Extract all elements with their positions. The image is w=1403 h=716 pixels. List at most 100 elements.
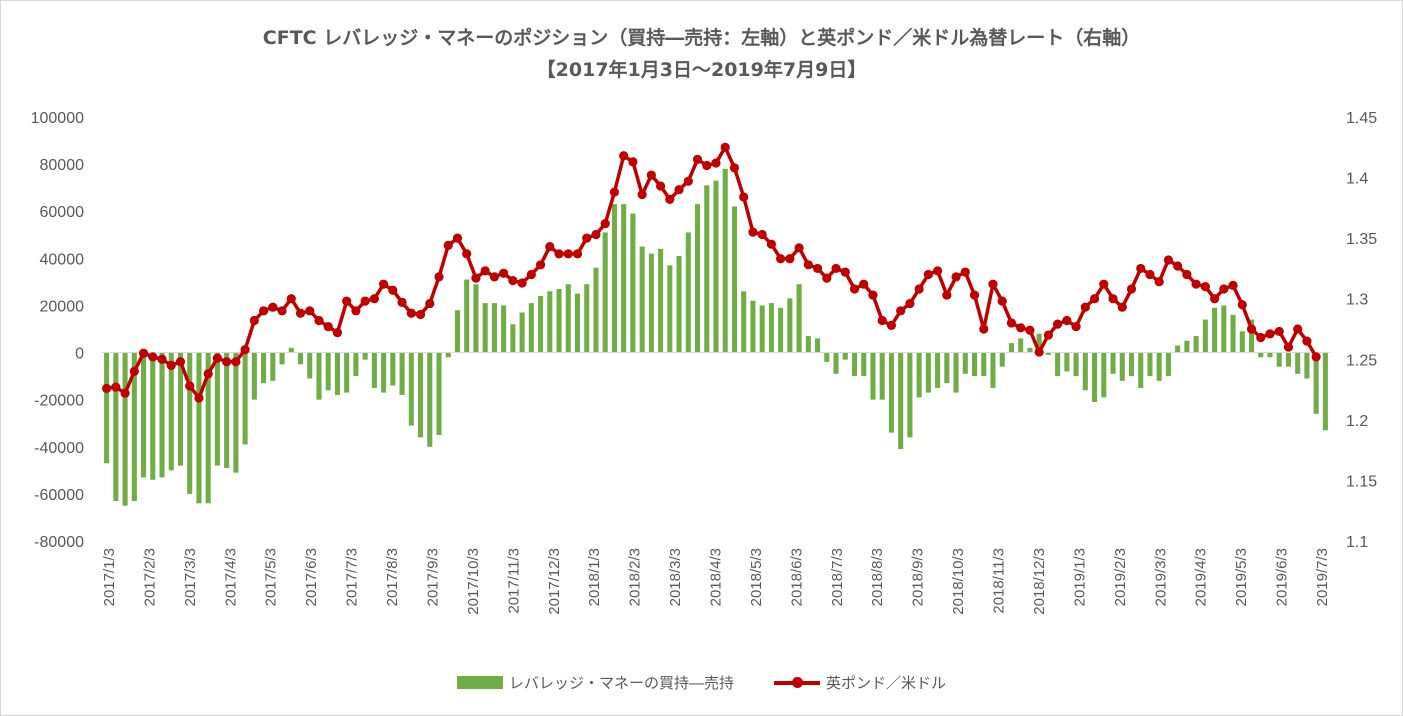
x-tick-label: 2018/7/3 xyxy=(829,548,846,606)
line-point xyxy=(1228,280,1238,290)
bar xyxy=(833,352,839,374)
bar xyxy=(528,303,534,353)
bar xyxy=(796,284,802,353)
bar xyxy=(842,352,848,360)
line-point xyxy=(222,357,232,367)
legend-item-line[interactable]: 英ポンド／米ドル xyxy=(774,672,946,693)
bar xyxy=(1313,352,1319,414)
bar xyxy=(177,352,184,466)
bar xyxy=(981,352,987,377)
bar xyxy=(676,255,682,353)
line-point xyxy=(415,309,426,320)
left-tick-label: -20000 xyxy=(34,393,84,410)
line-point xyxy=(1311,352,1321,362)
bar xyxy=(547,291,553,353)
bar xyxy=(1073,352,1079,377)
bar xyxy=(999,352,1005,367)
chart-title-line1: CFTC レバレッジ・マネーのポジション（買持―売持：左軸）と英ポンド／米ドル為… xyxy=(262,27,1141,49)
bar xyxy=(731,206,738,353)
line-point xyxy=(535,260,546,270)
line-point xyxy=(822,273,832,283)
line-point xyxy=(859,279,869,289)
legend-line-swatch xyxy=(774,676,820,689)
bar xyxy=(353,352,359,377)
line-point xyxy=(665,194,675,204)
line-point xyxy=(286,294,296,304)
bar xyxy=(953,352,959,393)
line-point xyxy=(702,160,712,171)
bar xyxy=(694,204,701,353)
line-point xyxy=(212,353,223,363)
bar xyxy=(1184,340,1190,353)
legend-item-bar[interactable]: レバレッジ・マネーの買持―売持 xyxy=(456,672,734,693)
line-point xyxy=(1265,329,1275,339)
line-point xyxy=(609,187,620,197)
bar xyxy=(150,352,156,480)
line-point xyxy=(1126,284,1137,294)
bar xyxy=(224,352,230,468)
line-point xyxy=(711,158,721,168)
line-point xyxy=(157,354,167,364)
line-point xyxy=(923,269,933,280)
line-point xyxy=(1274,326,1284,337)
bar xyxy=(971,352,978,377)
line-point xyxy=(1108,294,1118,304)
bar xyxy=(445,352,451,358)
left-tick-label: -60000 xyxy=(34,487,84,504)
bar xyxy=(584,284,590,353)
line-point xyxy=(1053,319,1063,329)
bar xyxy=(371,352,377,388)
line-point xyxy=(628,157,638,167)
line-point xyxy=(886,320,897,330)
bar xyxy=(1276,352,1282,367)
chart-title: CFTC レバレッジ・マネーのポジション（買持―売持：左軸）と英ポンド／米ドル為… xyxy=(0,22,1403,86)
bar xyxy=(759,305,765,353)
line-point xyxy=(406,308,416,318)
line-point xyxy=(175,357,186,367)
bar xyxy=(990,352,996,388)
x-tick-label: 2019/1/3 xyxy=(1071,548,1088,606)
line-point xyxy=(379,279,389,289)
line-point xyxy=(729,163,740,173)
line-point xyxy=(443,240,453,251)
line-point xyxy=(720,142,730,152)
line-point xyxy=(323,321,333,332)
line-point xyxy=(674,185,684,195)
bar xyxy=(214,352,220,466)
bar xyxy=(879,352,885,400)
line-series xyxy=(102,142,1321,403)
left-tick-label: 60000 xyxy=(40,204,85,221)
bar xyxy=(251,352,257,400)
line-point xyxy=(480,266,490,276)
line-point xyxy=(351,306,361,316)
bar xyxy=(1138,352,1144,388)
line-point xyxy=(203,369,213,379)
x-tick-label: 2018/8/3 xyxy=(869,548,886,606)
bar xyxy=(916,352,922,398)
x-tick-label: 2018/2/3 xyxy=(627,548,644,606)
line-point xyxy=(1191,279,1201,289)
line-point xyxy=(1145,269,1155,280)
bar xyxy=(288,347,294,353)
bar xyxy=(787,298,793,353)
line-point xyxy=(868,290,878,300)
line-point xyxy=(1016,323,1026,333)
line-point xyxy=(166,360,176,370)
bar xyxy=(851,352,858,377)
line-point xyxy=(360,296,370,306)
bar xyxy=(1055,352,1061,377)
x-tick-label: 2018/1/3 xyxy=(586,548,603,606)
right-tick-label: 1.1 xyxy=(1346,534,1368,551)
line-point xyxy=(462,249,472,259)
bar xyxy=(131,352,137,501)
x-tick-label: 2018/9/3 xyxy=(910,548,927,606)
bar xyxy=(667,265,673,353)
bar xyxy=(778,307,784,353)
line-point xyxy=(332,328,343,338)
line-point xyxy=(129,366,139,376)
bar xyxy=(1230,314,1236,353)
line-point xyxy=(545,242,555,252)
line-point xyxy=(1209,294,1220,304)
bar xyxy=(1092,352,1098,403)
